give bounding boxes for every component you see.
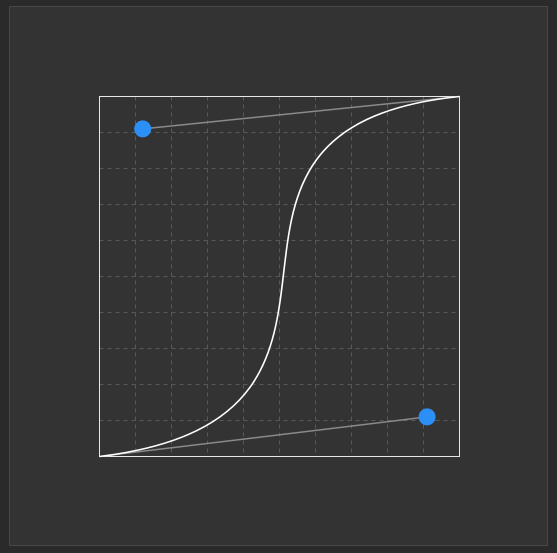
bezier-curve <box>99 95 460 458</box>
control-point[interactable] <box>134 120 152 138</box>
control-point[interactable] <box>418 408 436 426</box>
handle-line <box>142 95 460 130</box>
curve-frame <box>99 96 460 457</box>
handle-line <box>99 416 428 458</box>
